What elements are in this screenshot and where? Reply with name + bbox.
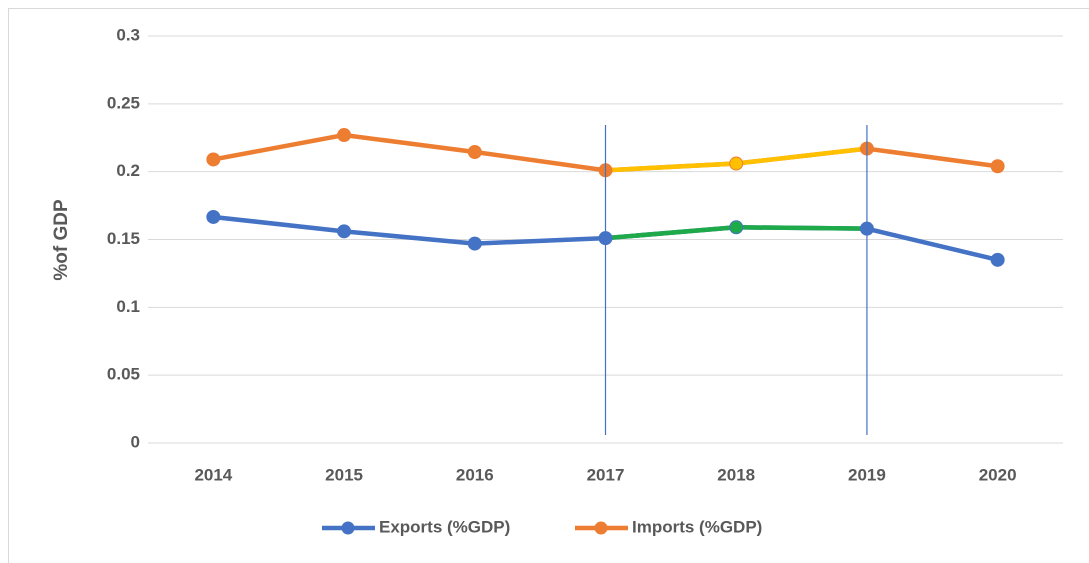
legend-marker	[594, 521, 608, 535]
x-tick-label: 2014	[194, 465, 232, 484]
series-marker	[729, 156, 744, 171]
x-tick-label: 2016	[456, 465, 494, 484]
x-tick-label: 2020	[979, 465, 1017, 484]
x-tick-label: 2015	[325, 465, 363, 484]
series-marker	[990, 252, 1005, 267]
series-marker	[337, 224, 352, 239]
series-marker	[467, 236, 482, 251]
legend-label: Imports (%GDP)	[632, 517, 762, 536]
x-tick-label: 2018	[717, 465, 755, 484]
chart-border	[8, 8, 1089, 563]
legend-label: Exports (%GDP)	[379, 517, 510, 536]
series-marker	[206, 209, 221, 224]
series-marker	[467, 144, 482, 159]
series-marker	[337, 128, 352, 143]
y-tick-label: 0.2	[116, 161, 140, 180]
series-marker	[990, 159, 1005, 174]
x-tick-label: 2017	[587, 465, 625, 484]
series-marker	[206, 152, 221, 167]
y-tick-label: 0.1	[116, 297, 140, 316]
legend-marker	[341, 521, 355, 535]
x-tick-label: 2019	[848, 465, 886, 484]
y-tick-label: 0.3	[116, 25, 140, 44]
y-tick-label: 0.25	[107, 93, 140, 112]
y-tick-label: 0.15	[107, 229, 140, 248]
y-tick-label: 0.05	[107, 365, 140, 384]
series-marker	[729, 220, 744, 235]
y-tick-label: 0	[131, 432, 140, 451]
y-axis-label: %of GDP	[51, 199, 72, 281]
